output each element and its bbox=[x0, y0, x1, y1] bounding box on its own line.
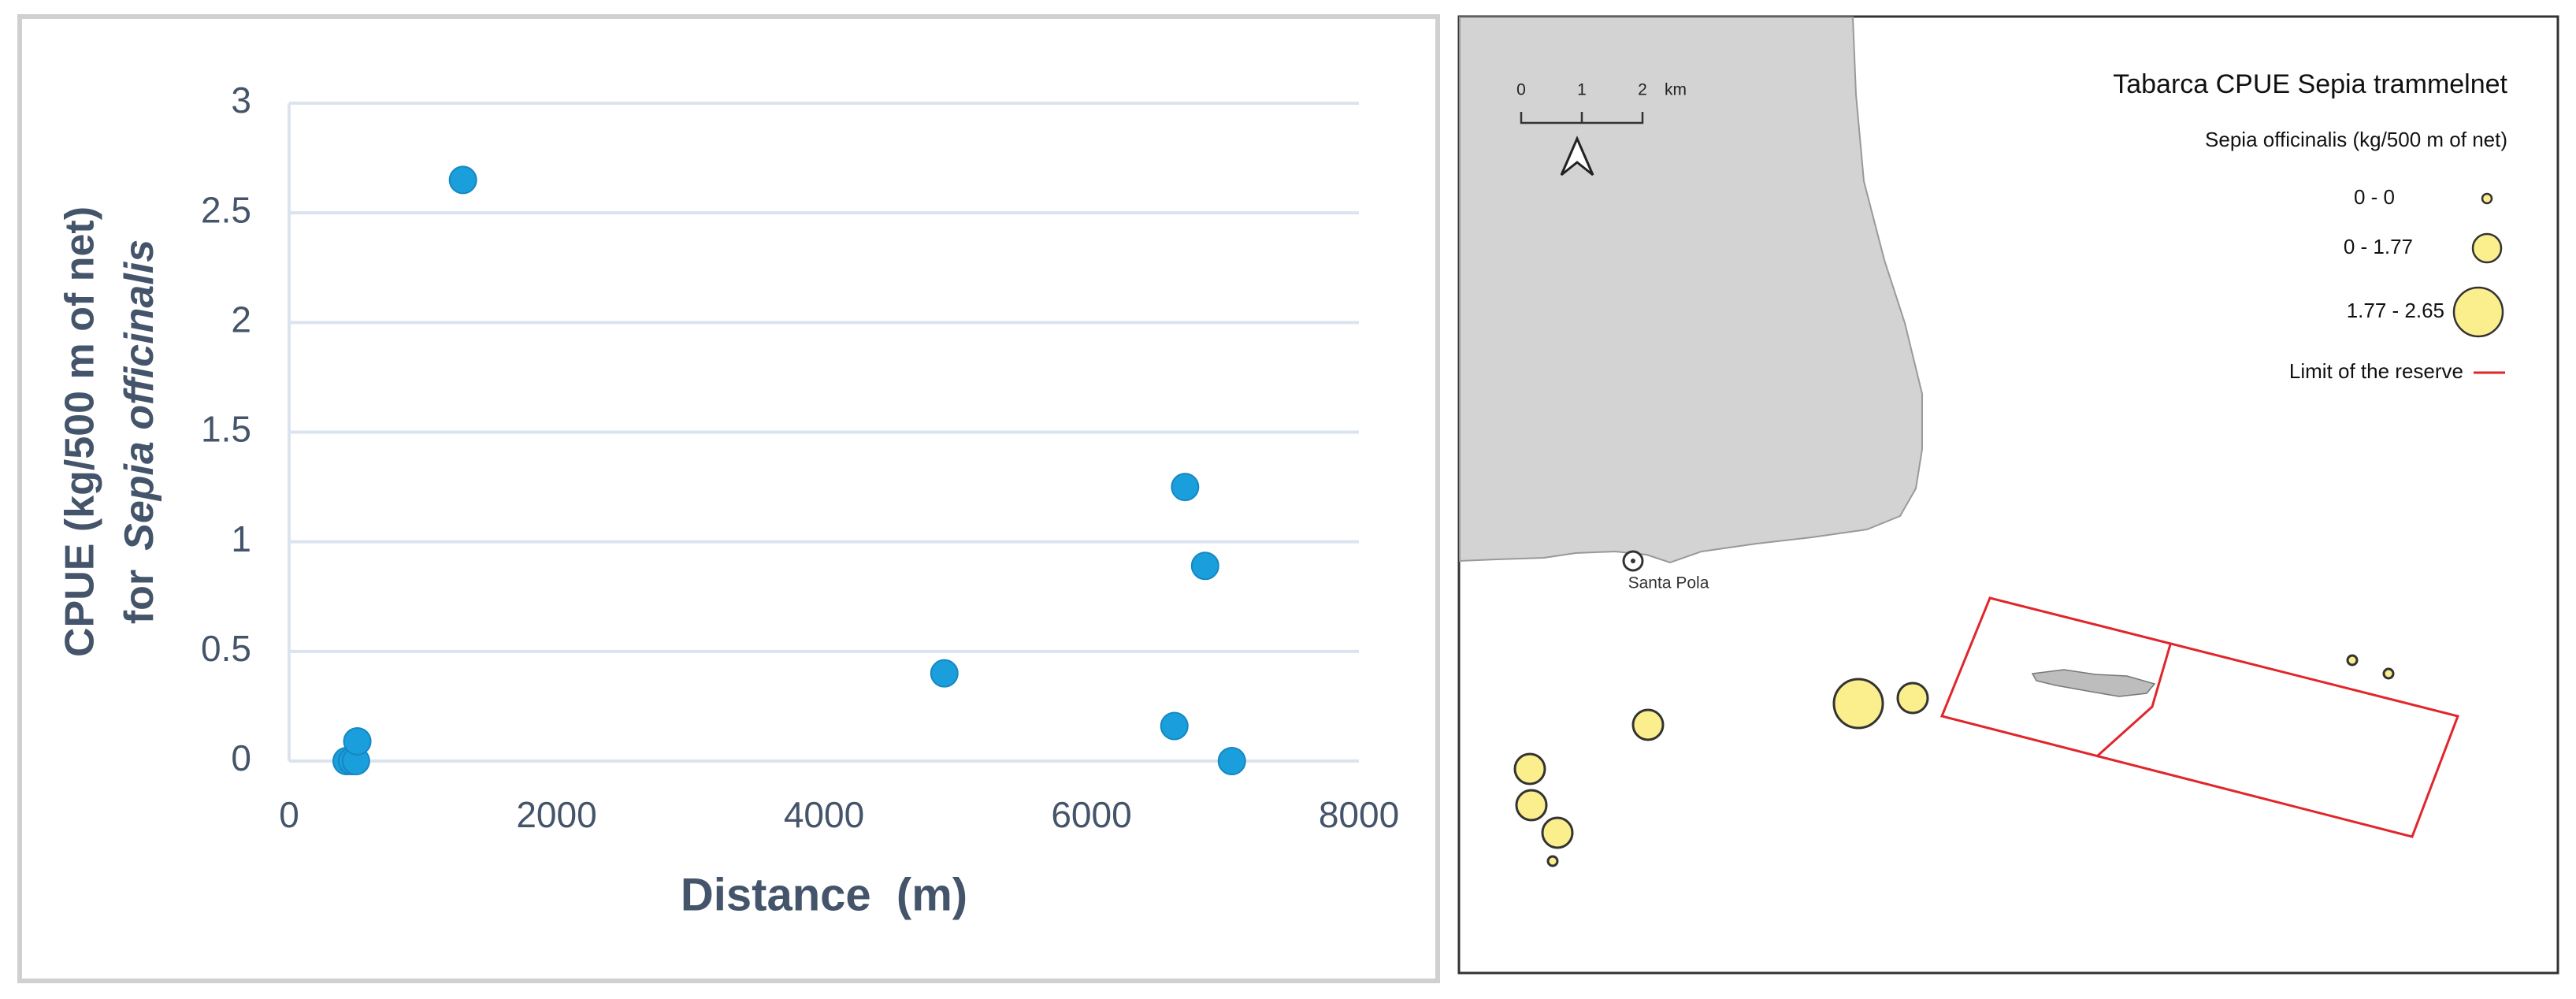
x-tick-label: 4000 bbox=[784, 794, 864, 835]
reserve-division bbox=[2096, 644, 2172, 757]
catch-circle bbox=[1513, 752, 1546, 785]
legend-symbol bbox=[2481, 192, 2493, 205]
scale-label: 2 bbox=[1638, 81, 1647, 99]
point bbox=[1217, 747, 1246, 775]
legend-label: 1.77 - 2.65 bbox=[2347, 299, 2444, 322]
x-axis-title: Distance (m) bbox=[681, 869, 967, 920]
reserve-limit bbox=[1939, 596, 2459, 838]
town-marker-dot bbox=[1631, 559, 1635, 563]
y-tick-label: 2.5 bbox=[201, 189, 251, 230]
catch-circle bbox=[1515, 789, 1548, 822]
point bbox=[448, 165, 477, 195]
chart: 0 0.5 1 1.5 2 2.5 3 0 2000 4000 6000 8000 Distance (… bbox=[58, 80, 1399, 920]
catch-circle bbox=[2382, 667, 2395, 680]
catch-circle bbox=[2346, 654, 2359, 667]
point bbox=[343, 726, 372, 756]
point bbox=[930, 659, 959, 688]
catch-circle bbox=[1631, 708, 1665, 741]
chart-frame bbox=[17, 14, 1440, 983]
north-arrow bbox=[1560, 136, 1594, 176]
catch-circle bbox=[1896, 681, 1929, 715]
map-subtitle: Sepia officinalis (kg/500 m of net) bbox=[2205, 128, 2507, 151]
legend-symbol bbox=[2452, 286, 2504, 338]
point bbox=[1171, 473, 1200, 502]
x-tick-label: 6000 bbox=[1051, 794, 1131, 835]
legend-label: 0 - 1.77 bbox=[2344, 235, 2413, 258]
land bbox=[1459, 17, 1923, 564]
scale-label: 1 bbox=[1577, 81, 1587, 99]
catch-circles bbox=[1513, 654, 2395, 867]
point bbox=[1160, 711, 1189, 741]
catch-circle bbox=[1832, 678, 1884, 730]
x-tick-label: 8000 bbox=[1319, 794, 1399, 835]
scale-label: 0 bbox=[1516, 81, 1526, 99]
legend-symbol bbox=[2471, 232, 2503, 264]
x-tick-label: 2000 bbox=[516, 794, 596, 835]
y-axis-title: for Sepia officinalis bbox=[117, 240, 162, 624]
place-label: Santa Pola bbox=[1628, 574, 1709, 592]
point bbox=[1190, 551, 1219, 581]
x-tick-label: 0 bbox=[279, 794, 299, 835]
catch-circle bbox=[1546, 855, 1559, 867]
scale-label: km bbox=[1665, 81, 1687, 99]
y-tick-label: 0 bbox=[231, 737, 251, 778]
y-tick-label: 0.5 bbox=[201, 628, 251, 669]
map-title: Tabarca CPUE Sepia trammelnet bbox=[2113, 69, 2507, 99]
scale-bar bbox=[1520, 112, 1644, 124]
y-axis-title: CPUE (kg/500 m of net) bbox=[58, 206, 103, 657]
y-tick-label: 3 bbox=[231, 80, 251, 121]
island bbox=[2031, 669, 2156, 697]
catch-circle bbox=[1541, 816, 1574, 849]
y-tick-label: 2 bbox=[231, 299, 251, 340]
legend-label: Limit of the reserve bbox=[2289, 359, 2463, 383]
legend-label: 0 - 0 bbox=[2354, 185, 2395, 209]
y-axis-title-species: Sepia officinalis bbox=[117, 240, 162, 551]
y-tick-label: 1 bbox=[231, 518, 251, 559]
y-axis-title-part: for bbox=[117, 570, 162, 624]
map: Santa Pola 0 1 2 km Tabarca CPUE Sepia t… bbox=[1459, 17, 2508, 867]
y-tick-label: 1.5 bbox=[201, 409, 251, 450]
